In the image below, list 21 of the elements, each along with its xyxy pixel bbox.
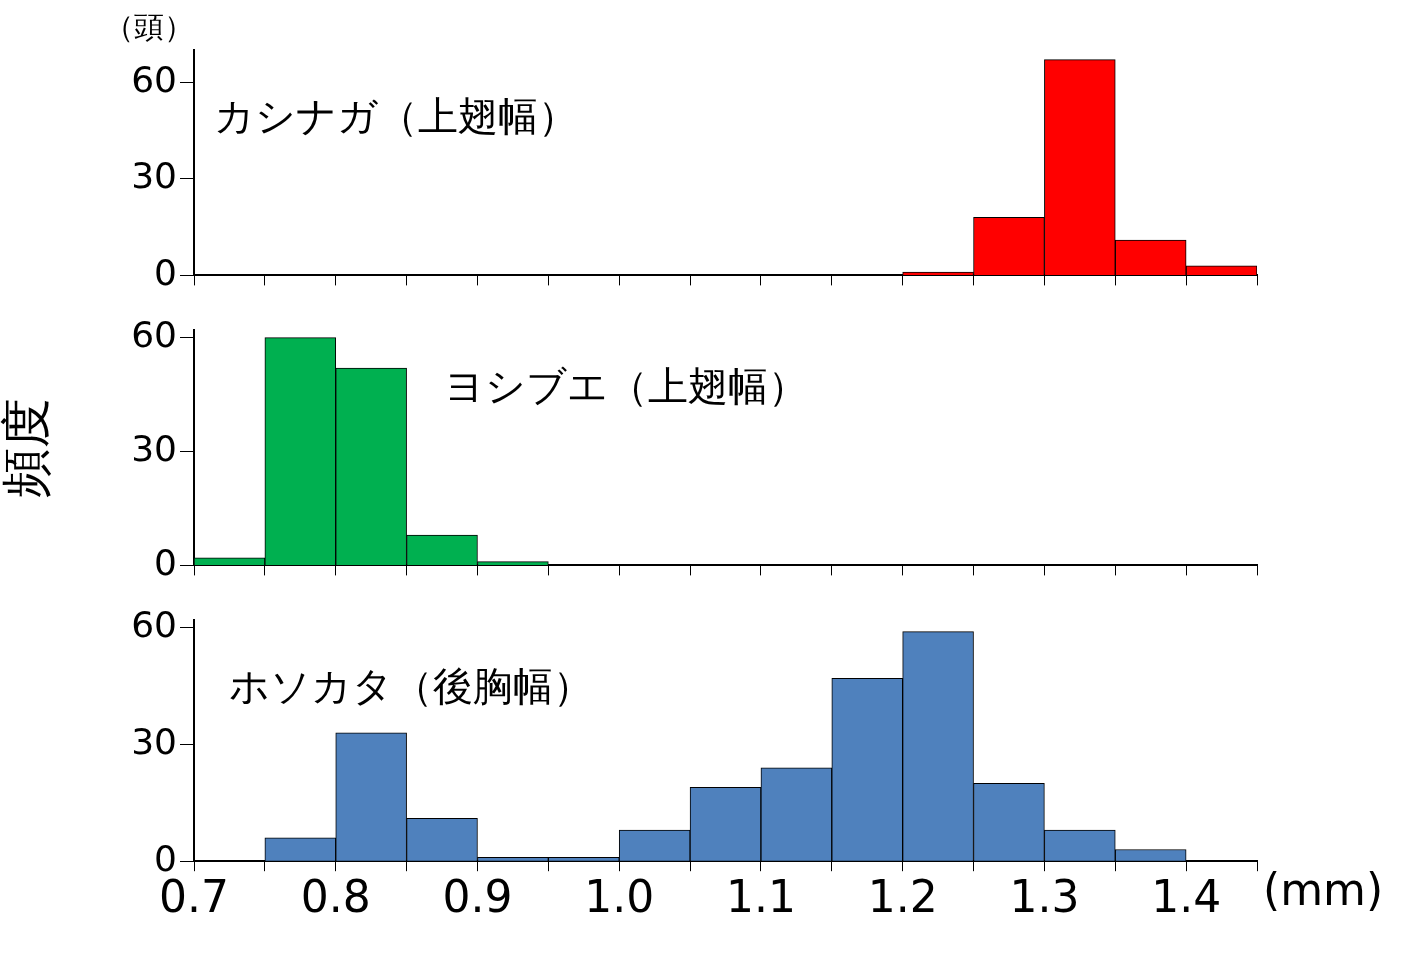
- y-tick-label: 0: [154, 251, 177, 293]
- text: ホソカタ（後胸幅）: [229, 663, 593, 710]
- x-tick-label: 1.2: [867, 871, 938, 923]
- y-tick-label: 30: [131, 720, 177, 762]
- y-axis-title: 頻度: [0, 397, 55, 498]
- y-tick-label: 60: [131, 604, 177, 646]
- text: ヨシブエ（上翅幅）: [444, 363, 808, 410]
- y-tick-label: 60: [131, 58, 177, 100]
- y-tick-label: 30: [131, 427, 177, 469]
- x-tick-label: 1.0: [584, 871, 655, 923]
- x-tick-label: 1.3: [1009, 871, 1080, 923]
- x-axis-title: (mm): [1263, 864, 1384, 916]
- text: （頭）: [104, 8, 194, 44]
- text: カシナガ（上翅幅）: [214, 93, 578, 140]
- x-tick-label: 1.1: [725, 871, 796, 923]
- x-tick-label: 0.9: [442, 871, 513, 923]
- y-tick-label: 0: [154, 541, 177, 583]
- y-tick-label: 30: [131, 155, 177, 197]
- x-tick-label: 1.4: [1151, 871, 1222, 923]
- y-tick-label: 60: [131, 313, 177, 355]
- x-tick-label: 0.8: [300, 871, 371, 923]
